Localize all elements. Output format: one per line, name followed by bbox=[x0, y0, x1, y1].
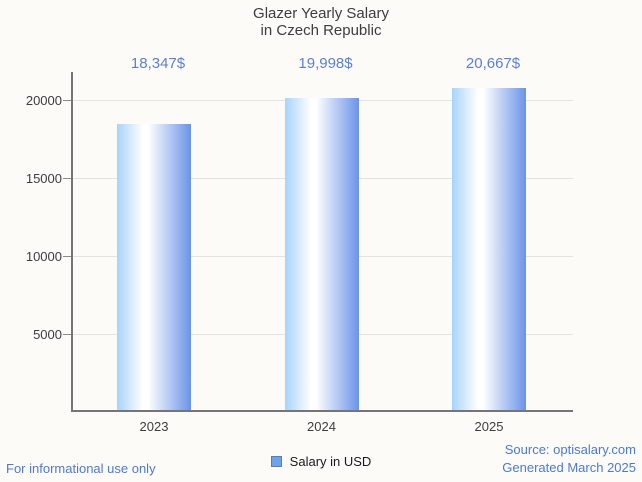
y-tick-label-5000: 5000 bbox=[33, 327, 62, 342]
footer-generated: Generated March 2025 bbox=[502, 460, 636, 475]
chart-title-line2: in Czech Republic bbox=[260, 22, 382, 39]
bar-2024 bbox=[284, 98, 359, 410]
chart-title: Glazer Yearly Salary in Czech Republic bbox=[0, 5, 642, 39]
x-tick-label-2023: 2023 bbox=[139, 419, 169, 434]
chart-title-line1: Glazer Yearly Salary bbox=[253, 5, 389, 22]
x-axis-line bbox=[71, 410, 573, 412]
value-label-2025: 20,667$ bbox=[465, 55, 521, 72]
y-tick-label-20000: 20000 bbox=[25, 93, 62, 108]
y-tick-20000 bbox=[63, 100, 71, 101]
footer-disclaimer: For informational use only bbox=[6, 461, 156, 476]
y-tick-label-10000: 10000 bbox=[25, 249, 62, 264]
y-axis-line bbox=[71, 72, 73, 412]
y-tick-5000 bbox=[63, 334, 71, 335]
plot-area bbox=[63, 72, 573, 412]
x-tick-label-2025: 2025 bbox=[474, 419, 504, 434]
y-tick-15000 bbox=[63, 178, 71, 179]
bar-2023 bbox=[117, 123, 191, 410]
footer-source: Source: optisalary.com Generated March 2… bbox=[502, 441, 636, 477]
y-tick-label-15000: 15000 bbox=[25, 171, 62, 186]
bar-2025 bbox=[452, 87, 526, 410]
value-label-2024: 19,998$ bbox=[298, 55, 353, 72]
x-tick-label-2024: 2024 bbox=[307, 419, 336, 434]
y-tick-10000 bbox=[63, 256, 71, 257]
legend-marker-icon bbox=[270, 456, 282, 467]
legend-label: Salary in USD bbox=[289, 454, 372, 469]
value-label-2023: 18,347$ bbox=[130, 55, 186, 72]
legend: Salary in USD bbox=[0, 454, 642, 469]
footer-source-link[interactable]: Source: optisalary.com bbox=[504, 442, 636, 457]
